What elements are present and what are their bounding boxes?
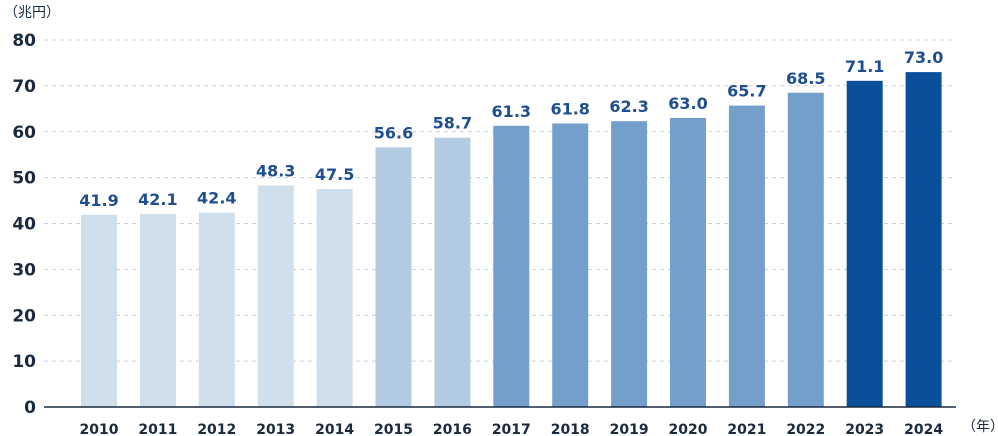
x-tick-label: 2010 (80, 422, 119, 436)
bar-2020 (670, 117, 706, 408)
data-label-2014: 47.5 (315, 165, 354, 184)
x-tick-label: 2022 (786, 422, 825, 436)
bar-2018 (552, 123, 589, 408)
bar-2022 (787, 92, 824, 407)
data-label-2012: 42.4 (197, 188, 236, 207)
y-tick-label: 10 (12, 352, 36, 372)
x-tick-label: 2014 (315, 422, 354, 436)
data-label-2021: 65.7 (727, 82, 766, 101)
y-axis-ticks: 0 10 20 30 40 50 60 70 80 (12, 31, 36, 418)
y-tick-label: 0 (24, 398, 36, 418)
data-label-2022: 68.5 (786, 69, 825, 88)
bar-2021 (728, 105, 765, 407)
y-tick-label: 60 (12, 123, 36, 143)
data-label-2024: 73.0 (904, 48, 943, 67)
x-tick-label: 2017 (492, 422, 531, 436)
x-tick-label: 2019 (610, 422, 649, 436)
bar-2019 (611, 121, 648, 407)
x-tick-label: 2015 (374, 422, 413, 436)
y-tick-label: 80 (12, 31, 36, 51)
data-label-2020: 63.0 (668, 94, 707, 113)
data-label-2013: 48.3 (256, 161, 295, 180)
data-label-2019: 62.3 (609, 97, 648, 116)
y-axis-unit-label: （兆円） (4, 5, 60, 21)
x-tick-label: 2013 (256, 422, 295, 436)
y-tick-label: 40 (12, 215, 36, 235)
y-tick-label: 50 (12, 169, 36, 189)
y-tick-label: 30 (12, 260, 36, 280)
bar-2013 (257, 185, 294, 407)
x-tick-label: 2011 (138, 422, 177, 436)
x-axis-ticks: 2010 2011 2012 2013 2014 2015 2016 2017 2018 2019… (80, 422, 944, 436)
data-label-2011: 42.1 (138, 190, 177, 209)
x-axis-unit-label: （年） (962, 419, 998, 435)
bars (81, 72, 942, 408)
bar-2017 (493, 125, 530, 407)
bar-2014 (316, 189, 353, 407)
data-label-2015: 56.6 (374, 123, 413, 142)
x-tick-label: 2018 (551, 422, 590, 436)
x-tick-label: 2023 (845, 422, 884, 436)
bar-2016 (434, 137, 471, 407)
x-tick-label: 2021 (727, 422, 766, 436)
data-label-2010: 41.9 (79, 191, 118, 210)
bar-2012 (198, 212, 235, 407)
data-label-2017: 61.3 (492, 102, 531, 121)
data-label-2023: 71.1 (845, 57, 884, 76)
bar-2011 (139, 213, 176, 407)
x-tick-label: 2024 (904, 422, 943, 436)
x-tick-label: 2012 (197, 422, 236, 436)
data-label-2018: 61.8 (550, 99, 589, 118)
y-tick-label: 20 (12, 306, 36, 326)
y-tick-label: 70 (12, 77, 36, 97)
data-labels: 41.9 42.1 42.4 48.3 47.5 56.6 58.7 61.3 61.8 62.3… (79, 48, 943, 210)
bar-2010 (81, 214, 117, 407)
bar-2023 (846, 80, 883, 408)
bar-2024 (905, 72, 942, 408)
data-label-2016: 58.7 (433, 114, 472, 133)
x-tick-label: 2020 (669, 422, 708, 436)
bar-2015 (375, 147, 412, 407)
x-tick-label: 2016 (433, 422, 472, 436)
